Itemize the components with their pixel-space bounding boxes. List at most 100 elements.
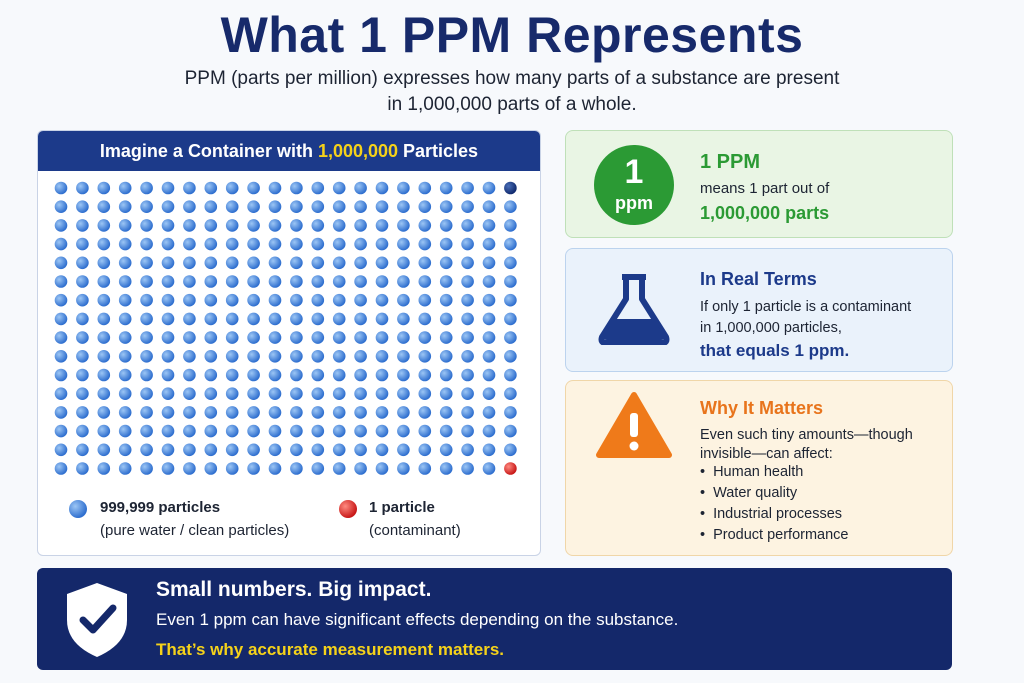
- particle-grid: [54, 181, 517, 475]
- particle: [118, 331, 132, 344]
- particle: [418, 256, 432, 270]
- particle: [482, 219, 496, 232]
- particle: [397, 275, 410, 288]
- particle: [354, 181, 367, 195]
- particle: [97, 350, 111, 363]
- particle: [97, 275, 111, 288]
- particle: [504, 200, 517, 213]
- particle: [439, 368, 453, 382]
- particle: [204, 200, 218, 213]
- particle: [418, 293, 432, 307]
- subtitle: in 1,000,000 parts of a whole.: [387, 94, 637, 115]
- flask-icon: [598, 274, 670, 345]
- heading-highlight: 1,000,000: [317, 141, 399, 161]
- particle: [140, 181, 153, 195]
- particle: [311, 331, 325, 344]
- particle: [204, 424, 218, 438]
- particle: [290, 237, 303, 251]
- bullet: Human health: [700, 462, 848, 483]
- particle: [97, 219, 111, 232]
- particle: [418, 237, 432, 251]
- particle: [140, 237, 153, 251]
- particle: [461, 368, 474, 382]
- particle: [140, 368, 153, 382]
- particle: [332, 406, 346, 419]
- particle: [225, 219, 239, 232]
- shield-icon: [67, 583, 127, 657]
- particle: [140, 275, 153, 288]
- particle: [161, 424, 175, 438]
- title: What 1 PPM Represents: [220, 7, 804, 63]
- particle: [97, 293, 111, 307]
- particle: [118, 462, 132, 475]
- particle: [97, 256, 111, 270]
- particle: [439, 443, 453, 457]
- particle: [354, 293, 367, 307]
- particle: [118, 200, 132, 213]
- particle: [183, 424, 196, 438]
- particle: [204, 181, 218, 195]
- particle: [161, 443, 175, 457]
- particle: [54, 237, 68, 251]
- particle: [97, 462, 111, 475]
- particle: [268, 275, 282, 288]
- particle: [311, 443, 325, 457]
- bullet-list: Human health Water quality Industrial pr…: [700, 462, 848, 546]
- particle: [397, 181, 410, 195]
- particle: [247, 181, 260, 195]
- particle: [290, 387, 303, 400]
- particle: [161, 293, 175, 307]
- particle: [247, 424, 260, 438]
- particle: [247, 256, 260, 270]
- particle: [118, 312, 132, 326]
- particle: [397, 256, 410, 270]
- particle: [375, 387, 389, 400]
- particle: [354, 331, 367, 344]
- card-text: Even such tiny amounts—though: [700, 427, 913, 443]
- particle: [332, 219, 346, 232]
- particle: [247, 368, 260, 382]
- particle: [311, 406, 325, 419]
- particle: [439, 237, 453, 251]
- particle: [161, 219, 175, 232]
- particle: [482, 406, 496, 419]
- particle: [161, 368, 175, 382]
- footer-banner: Small numbers. Big impact. Even 1 ppm ca…: [37, 568, 952, 670]
- legend-dot: [69, 500, 87, 518]
- particle: [504, 368, 517, 382]
- particle: [461, 181, 474, 195]
- particle: [504, 331, 517, 344]
- card-text: in 1,000,000 particles,: [700, 320, 842, 336]
- particle: [118, 237, 132, 251]
- particle: [268, 462, 282, 475]
- particle: [504, 443, 517, 457]
- particle: [183, 219, 196, 232]
- particle: [183, 443, 196, 457]
- particle: [504, 237, 517, 251]
- particle: [397, 237, 410, 251]
- particle: [375, 256, 389, 270]
- particle: [247, 219, 260, 232]
- particle: [482, 443, 496, 457]
- particle: [225, 462, 239, 475]
- particle: [290, 275, 303, 288]
- badge-number: 1: [624, 153, 644, 191]
- card-text: If only 1 particle is a contaminant: [700, 299, 912, 315]
- particle: [268, 219, 282, 232]
- particle: [290, 312, 303, 326]
- card-title: 1 PPM: [700, 151, 761, 173]
- particle: [54, 312, 68, 326]
- particle: [247, 312, 260, 326]
- particle: [397, 312, 410, 326]
- particle: [418, 424, 432, 438]
- particle: [504, 424, 517, 438]
- particle: [183, 331, 196, 344]
- particle: [397, 331, 410, 344]
- particle: [504, 387, 517, 400]
- particle: [97, 237, 111, 251]
- particle: [461, 387, 474, 400]
- particle: [290, 256, 303, 270]
- particle: [76, 368, 89, 382]
- particle: [482, 350, 496, 363]
- particle: [161, 406, 175, 419]
